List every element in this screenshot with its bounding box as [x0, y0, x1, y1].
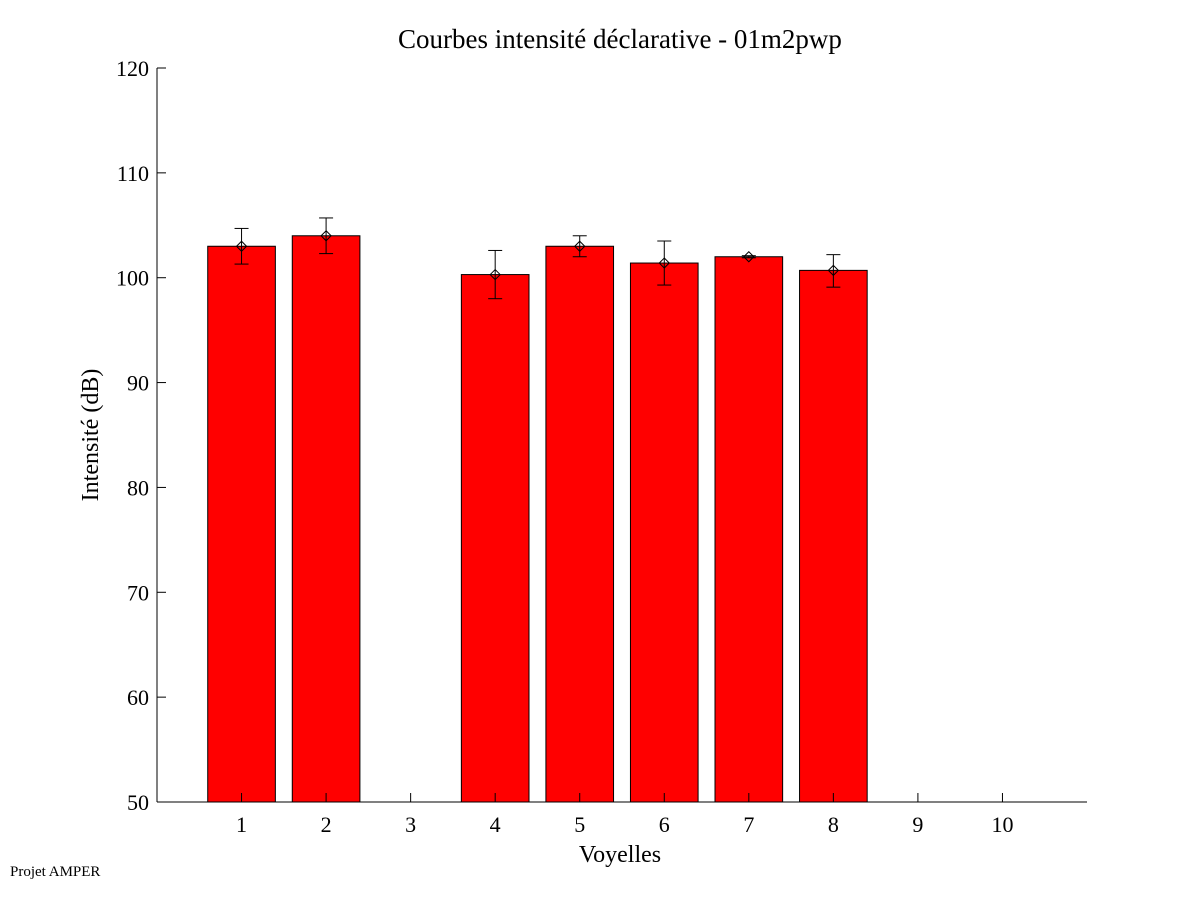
- x-tick-label: 2: [321, 812, 332, 837]
- x-tick-label: 7: [743, 812, 754, 837]
- y-tick-label: 80: [127, 475, 149, 500]
- y-tick-label: 70: [127, 580, 149, 605]
- y-tick-label: 100: [116, 266, 149, 291]
- mean-marker: [743, 251, 755, 263]
- bar: [291, 235, 361, 803]
- y-tick-label: 50: [127, 790, 149, 815]
- bar: [629, 262, 699, 803]
- x-tick-label: 6: [659, 812, 670, 837]
- mean-marker: [320, 230, 332, 242]
- x-tick-label: 5: [574, 812, 585, 837]
- x-tick-label: 3: [405, 812, 416, 837]
- plot-area: 50 60 70 80 90 100 110 120 1 2 3 4 5 6 7 8 9 10: [116, 56, 1087, 837]
- x-tick-label: 10: [991, 812, 1013, 837]
- x-tick-label: 4: [490, 812, 501, 837]
- bar: [460, 274, 530, 803]
- mean-marker: [658, 257, 670, 269]
- y-tick-label: 120: [116, 56, 149, 81]
- bar: [714, 256, 784, 803]
- y-tick-label: 90: [127, 371, 149, 396]
- y-tick-label: 110: [117, 161, 149, 186]
- x-tick-label: 1: [236, 812, 247, 837]
- chart-title: Courbes intensité déclarative - 01m2pwp: [398, 24, 842, 54]
- footer-credit: Projet AMPER: [10, 864, 101, 880]
- mean-marker: [827, 264, 840, 277]
- x-tick-label: 9: [912, 812, 923, 837]
- mean-marker: [489, 268, 501, 281]
- x-tick-label: 8: [828, 812, 839, 837]
- mean-marker: [235, 240, 248, 252]
- y-axis-label: Intensité (dB): [78, 369, 104, 502]
- bar: [799, 269, 868, 803]
- mean-marker: [574, 240, 586, 252]
- bar: [207, 245, 276, 803]
- bar: [545, 245, 615, 803]
- y-tick-label: 60: [127, 685, 149, 710]
- x-axis-label: Voyelles: [579, 842, 661, 868]
